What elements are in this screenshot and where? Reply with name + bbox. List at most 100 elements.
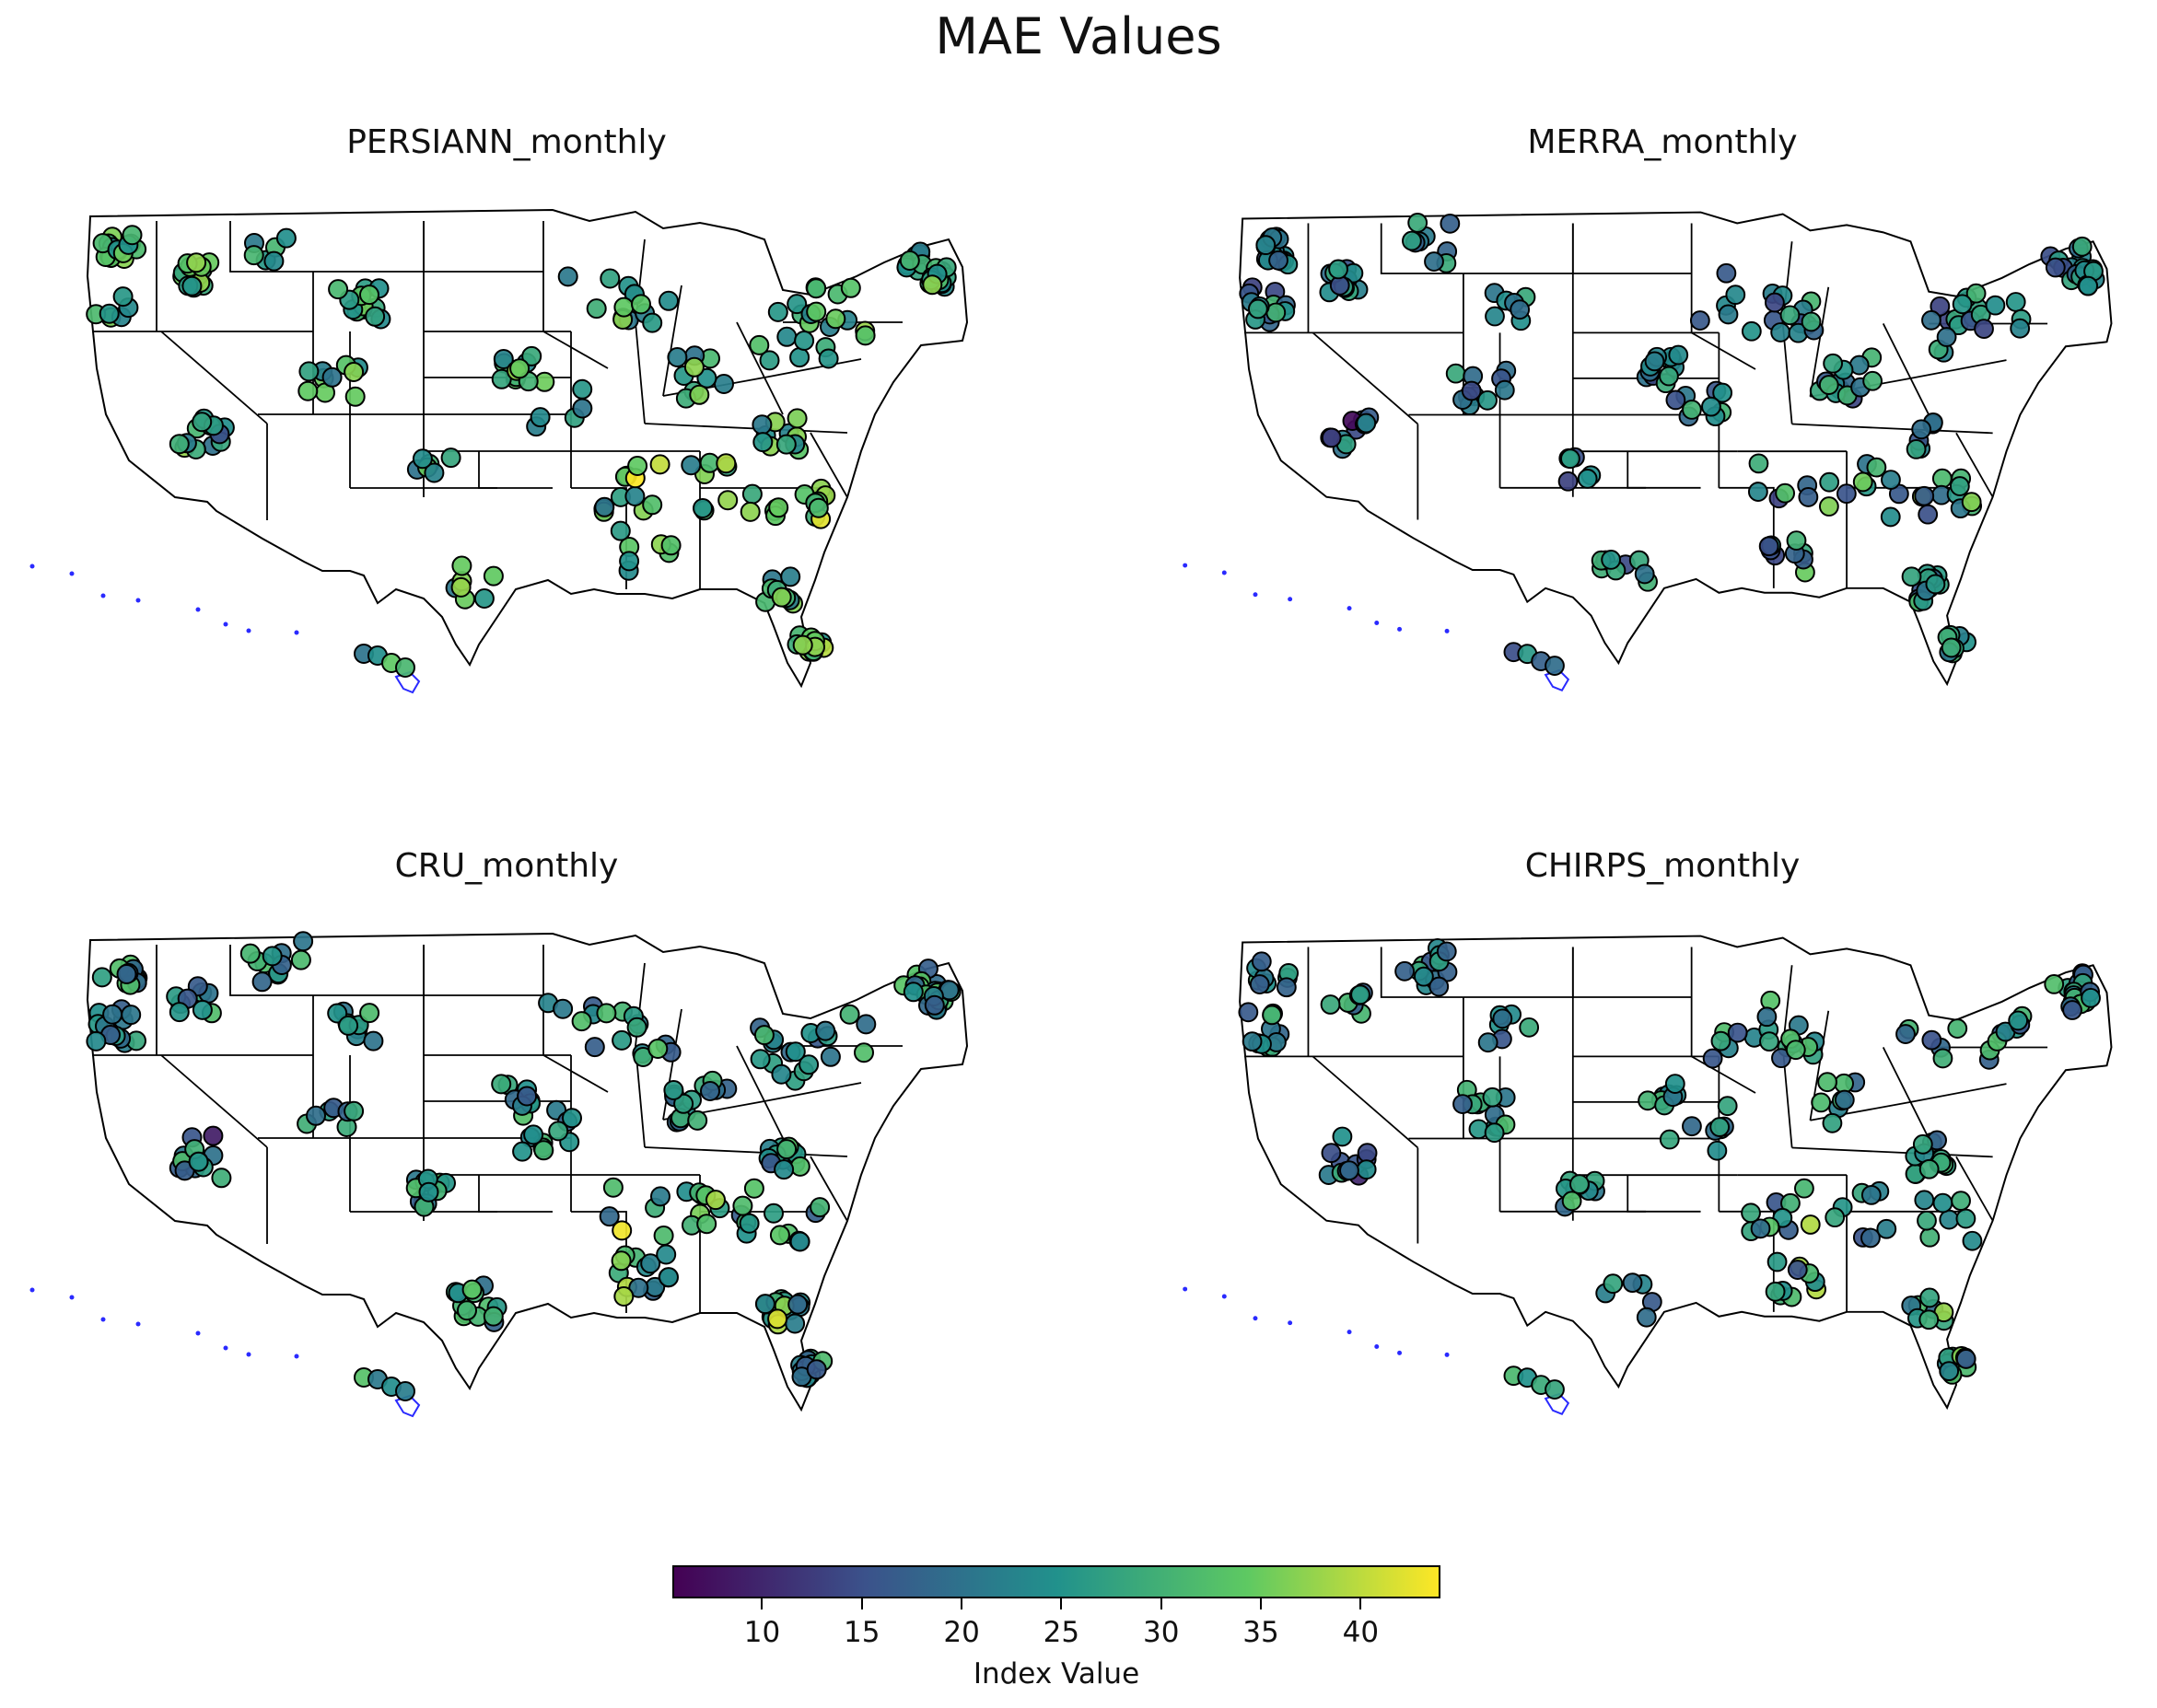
- station-marker: [1440, 213, 1461, 234]
- hawaii-island: [1444, 1352, 1450, 1357]
- hawaii-island: [135, 1321, 141, 1327]
- station-marker: [181, 275, 203, 296]
- station-marker: [815, 1020, 836, 1041]
- map-persiann: [29, 208, 969, 694]
- hawaii-island: [1397, 1350, 1403, 1355]
- station-marker: [571, 1011, 592, 1032]
- station-marker: [1320, 994, 1341, 1015]
- figure-title: MAE Values: [935, 7, 1222, 65]
- state-border: [1809, 286, 1830, 397]
- colorbar-tick-label: 25: [1043, 1616, 1080, 1649]
- station-marker: [461, 1279, 483, 1300]
- station-marker: [2078, 275, 2099, 296]
- station-marker: [1965, 283, 1987, 304]
- station-marker: [562, 1108, 582, 1129]
- station-marker: [785, 1041, 806, 1063]
- state-border: [229, 945, 313, 996]
- station-marker: [186, 252, 207, 273]
- station-marker: [856, 1014, 877, 1035]
- station-marker: [1407, 213, 1428, 233]
- station-marker: [533, 1140, 554, 1161]
- colorbar-tick-label: 35: [1242, 1616, 1279, 1649]
- station-marker: [298, 361, 320, 382]
- station-marker: [1569, 1174, 1590, 1194]
- station-marker: [1918, 1309, 1940, 1330]
- station-marker: [1759, 1031, 1779, 1052]
- station-marker: [659, 1267, 679, 1288]
- state-border: [764, 1082, 862, 1102]
- station-marker: [820, 1046, 841, 1067]
- station-marker: [2071, 236, 2093, 257]
- station-marker: [1914, 485, 1935, 506]
- station-marker: [1919, 1226, 1941, 1248]
- hawaii-island: [1288, 1320, 1293, 1326]
- station-marker: [768, 497, 789, 518]
- station-marker: [1932, 1048, 1953, 1069]
- station-marker: [1709, 1117, 1731, 1137]
- station-marker: [1760, 990, 1781, 1011]
- station-marker: [1985, 295, 2006, 316]
- station-marker: [483, 1306, 504, 1327]
- station-marker: [116, 964, 137, 984]
- station-marker: [517, 1086, 538, 1107]
- state-border: [542, 1054, 609, 1093]
- station-marker: [1876, 1218, 1897, 1239]
- station-marker: [1936, 327, 1957, 347]
- station-marker: [1801, 311, 1822, 332]
- station-marker: [754, 1294, 775, 1315]
- colorbar-tick: [860, 1598, 863, 1609]
- station-marker: [1931, 468, 1953, 489]
- station-marker: [1852, 471, 1873, 493]
- station-marker: [780, 566, 801, 587]
- station-marker: [594, 496, 615, 517]
- state-border: [810, 432, 848, 498]
- station-marker: [586, 298, 607, 320]
- station-marker: [211, 1168, 232, 1189]
- station-marker: [673, 1093, 694, 1114]
- station-marker: [741, 483, 763, 505]
- station-marker: [1866, 457, 1887, 478]
- station-marker: [2008, 1010, 2029, 1031]
- station-marker: [1707, 1140, 1728, 1161]
- colorbar-tick: [1260, 1598, 1263, 1609]
- station-marker: [1452, 1094, 1473, 1114]
- station-marker: [1519, 1017, 1540, 1038]
- colorbar-tick: [1060, 1598, 1063, 1609]
- hawaii-island: [69, 1295, 75, 1300]
- hawaii-island: [1221, 570, 1227, 575]
- station-marker: [412, 448, 433, 470]
- station-marker: [1918, 1158, 1940, 1179]
- station-marker: [903, 982, 924, 1003]
- station-marker: [1638, 1090, 1658, 1111]
- station-marker: [656, 1244, 677, 1265]
- hawaii-island: [246, 628, 251, 633]
- station-marker: [787, 1294, 809, 1315]
- station-marker: [263, 250, 285, 272]
- station-marker: [750, 1049, 771, 1070]
- station-marker: [344, 386, 366, 407]
- station-marker: [1560, 448, 1580, 470]
- station-marker: [596, 1003, 617, 1024]
- station-marker: [1766, 1251, 1788, 1272]
- station-marker: [624, 486, 646, 506]
- state-border: [764, 358, 862, 378]
- station-marker: [91, 967, 112, 988]
- station-marker: [611, 1250, 632, 1272]
- panel-title-persiann: PERSIANN_monthly: [346, 123, 667, 161]
- hawaii-island: [1288, 597, 1293, 602]
- station-marker: [572, 378, 593, 400]
- station-marker: [789, 347, 810, 368]
- station-marker: [1249, 974, 1270, 994]
- colorbar-tick: [1160, 1598, 1162, 1609]
- map-merra: [1183, 211, 2113, 692]
- station-marker: [1717, 1096, 1738, 1117]
- station-marker: [1756, 1006, 1778, 1028]
- station-marker: [752, 432, 774, 453]
- us-outline: [1239, 211, 2113, 687]
- station-marker: [653, 1226, 674, 1246]
- station-marker: [169, 1002, 190, 1023]
- station-marker: [1727, 1022, 1748, 1043]
- station-marker: [306, 1105, 326, 1126]
- station-marker: [789, 1156, 810, 1177]
- station-marker: [1750, 1218, 1771, 1239]
